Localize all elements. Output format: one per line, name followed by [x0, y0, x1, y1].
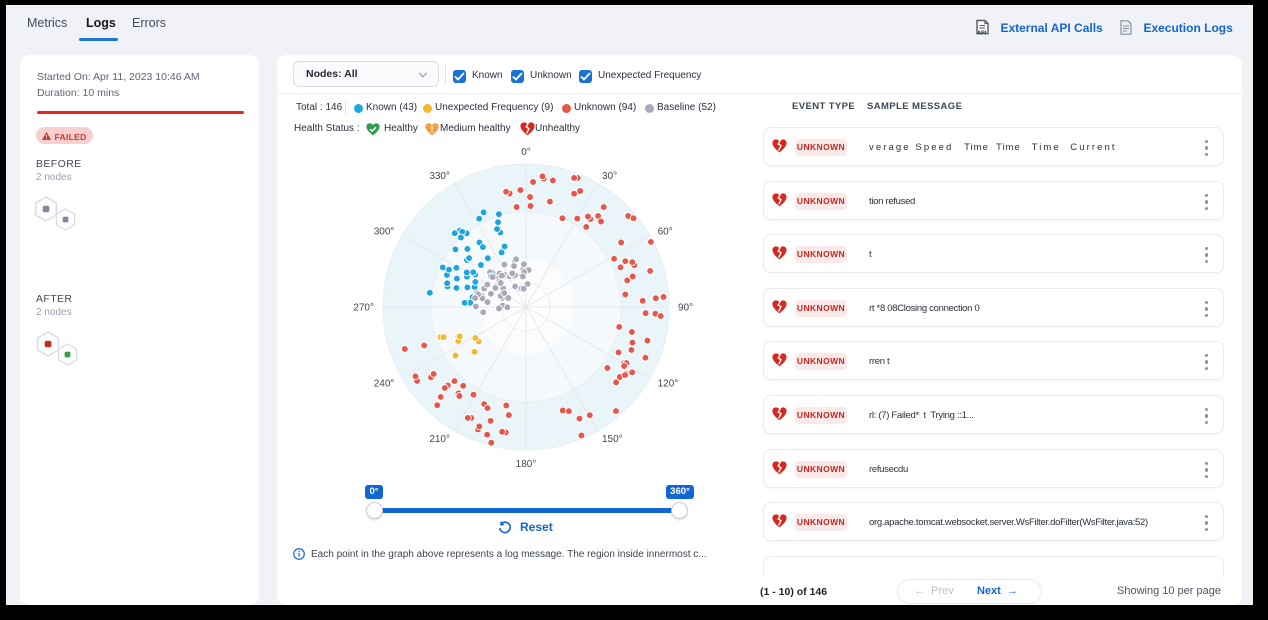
svg-text:120°: 120° — [658, 379, 679, 390]
svg-text:330°: 330° — [429, 171, 450, 182]
svg-text:60°: 60° — [658, 227, 673, 238]
svg-text:API: API — [977, 31, 987, 36]
svg-text:210°: 210° — [429, 434, 450, 445]
svg-text:240°: 240° — [374, 379, 395, 390]
svg-text:0°: 0° — [521, 147, 531, 158]
svg-text:90°: 90° — [678, 303, 693, 314]
svg-text:30°: 30° — [602, 171, 617, 182]
svg-text:180°: 180° — [516, 459, 537, 470]
svg-text:150°: 150° — [602, 434, 623, 445]
svg-text:300°: 300° — [374, 227, 395, 238]
svg-text:270°: 270° — [353, 303, 374, 314]
